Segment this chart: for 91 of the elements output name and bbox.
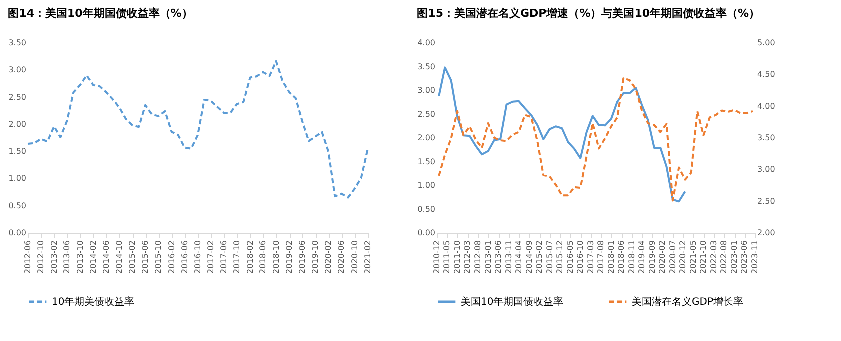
x-tick-label: 2022-03 <box>709 240 718 274</box>
y-tick-label: 3.50 <box>418 62 436 72</box>
chart-title: 图14：美国10年期国债收益率（%） <box>8 7 193 20</box>
x-tick-label: 2017-10 <box>232 240 242 274</box>
x-tick-label: 2016-05 <box>566 240 575 274</box>
x-tick-label: 2014-06 <box>102 240 111 274</box>
y2-tick-label: 5.00 <box>758 38 776 48</box>
y-tick-label: 0.00 <box>8 228 26 238</box>
line-series <box>438 77 754 202</box>
x-tick-label: 2023-06 <box>740 240 750 274</box>
x-tick-label: 2013-11 <box>504 240 514 274</box>
y2-tick-label: 3.00 <box>758 165 776 174</box>
legend-label: 美国潜在名义GDP增长率 <box>632 296 744 308</box>
x-tick-label: 2013-06 <box>494 240 504 274</box>
y-tick-label: 1.50 <box>418 157 436 166</box>
y2-tick-label: 3.50 <box>758 134 776 142</box>
x-tick-label: 2014-02 <box>88 240 98 274</box>
x-tick-label: 2019-06 <box>298 240 307 274</box>
x-tick-label: 2020-10 <box>350 240 360 274</box>
y-tick-label: 3.00 <box>418 86 436 95</box>
x-tick-label: 2020-06 <box>337 240 346 274</box>
x-tick-label: 2012-06 <box>24 240 32 274</box>
x-tick-label: 2015-02 <box>128 240 138 274</box>
x-tick-label: 2015-12 <box>556 240 565 274</box>
y-tick-label: 1.00 <box>418 181 436 190</box>
x-tick-label: 2015-06 <box>141 240 150 274</box>
y-tick-label: 3.00 <box>8 66 26 75</box>
x-tick-label: 2015-02 <box>535 240 544 274</box>
y-tick-label: 0.00 <box>418 228 436 238</box>
x-tick-label: 2011-05 <box>442 240 452 274</box>
y-tick-label: 3.50 <box>8 38 26 48</box>
y-tick-label: 4.00 <box>418 38 436 48</box>
x-tick-label: 2023-01 <box>730 240 740 274</box>
x-tick-label: 2019-10 <box>311 240 320 274</box>
y2-tick-label: 2.50 <box>758 196 776 206</box>
x-tick-label: 2011-10 <box>452 240 462 274</box>
y-tick-label: 0.50 <box>418 204 436 214</box>
y2-tick-label: 4.50 <box>758 70 776 80</box>
x-tick-label: 2010-12 <box>432 240 442 274</box>
x-tick-label: 2014-04 <box>514 240 524 274</box>
x-tick-label: 2013-06 <box>62 240 72 274</box>
x-tick-label: 2022-08 <box>720 240 729 274</box>
y-tick-label: 2.50 <box>8 92 26 102</box>
x-tick-label: 2019-09 <box>648 240 657 274</box>
x-tick-label: 2018-02 <box>246 240 255 274</box>
x-tick-label: 2012-03 <box>463 240 472 274</box>
line-series <box>27 60 369 199</box>
x-tick-label: 2020-12 <box>678 240 688 274</box>
y-tick-label: 2.50 <box>418 110 436 119</box>
y-tick-label: 2.00 <box>418 134 436 142</box>
x-tick-label: 2015-10 <box>154 240 164 274</box>
chart-title: 图15：美国潜在名义GDP增速（%）与美国10年期国债收益率（%） <box>417 7 760 20</box>
x-tick-label: 2021-10 <box>699 240 708 274</box>
x-tick-label: 2013-10 <box>76 240 85 274</box>
x-tick-label: 2016-06 <box>180 240 190 274</box>
legend-label: 美国10年期国债收益率 <box>461 296 564 308</box>
x-tick-label: 2020-02 <box>658 240 668 274</box>
x-tick-label: 2016-10 <box>193 240 202 274</box>
x-tick-label: 2017-02 <box>206 240 216 274</box>
x-tick-label: 2018-06 <box>258 240 268 274</box>
x-tick-label: 2023-11 <box>750 240 760 274</box>
x-tick-label: 2012-08 <box>474 240 483 274</box>
x-tick-label: 2018-01 <box>606 240 616 274</box>
x-tick-label: 2021-02 <box>364 240 372 274</box>
x-tick-label: 2016-10 <box>576 240 586 274</box>
y-tick-label: 0.50 <box>8 201 26 210</box>
x-tick-label: 2015-07 <box>545 240 554 274</box>
x-tick-label: 2020-02 <box>324 240 334 274</box>
y-tick-label: 2.00 <box>8 120 26 129</box>
x-tick-label: 2014-10 <box>114 240 124 274</box>
x-tick-label: 2018-11 <box>627 240 636 274</box>
x-tick-label: 2019-04 <box>638 240 647 274</box>
y-tick-label: 1.00 <box>8 174 26 184</box>
x-tick-label: 2013-01 <box>484 240 493 274</box>
x-tick-label: 2019-02 <box>285 240 294 274</box>
y-tick-label: 1.50 <box>8 147 26 156</box>
x-tick-label: 2020-07 <box>668 240 678 274</box>
x-tick-label: 2012-10 <box>36 240 46 274</box>
legend-label: 10年期美债收益率 <box>52 296 135 308</box>
x-tick-label: 2017-06 <box>220 240 229 274</box>
x-tick-label: 2016-02 <box>167 240 176 274</box>
y2-tick-label: 2.00 <box>758 228 776 238</box>
x-tick-label: 2013-02 <box>50 240 59 274</box>
x-tick-label: 2021-05 <box>688 240 698 274</box>
x-tick-label: 2014-09 <box>524 240 534 274</box>
x-tick-label: 2018-10 <box>272 240 281 274</box>
line-series <box>438 66 686 203</box>
y2-tick-label: 4.00 <box>758 102 776 111</box>
x-tick-label: 2017-08 <box>596 240 606 274</box>
x-tick-label: 2017-03 <box>586 240 596 274</box>
x-tick-label: 2018-06 <box>617 240 626 274</box>
